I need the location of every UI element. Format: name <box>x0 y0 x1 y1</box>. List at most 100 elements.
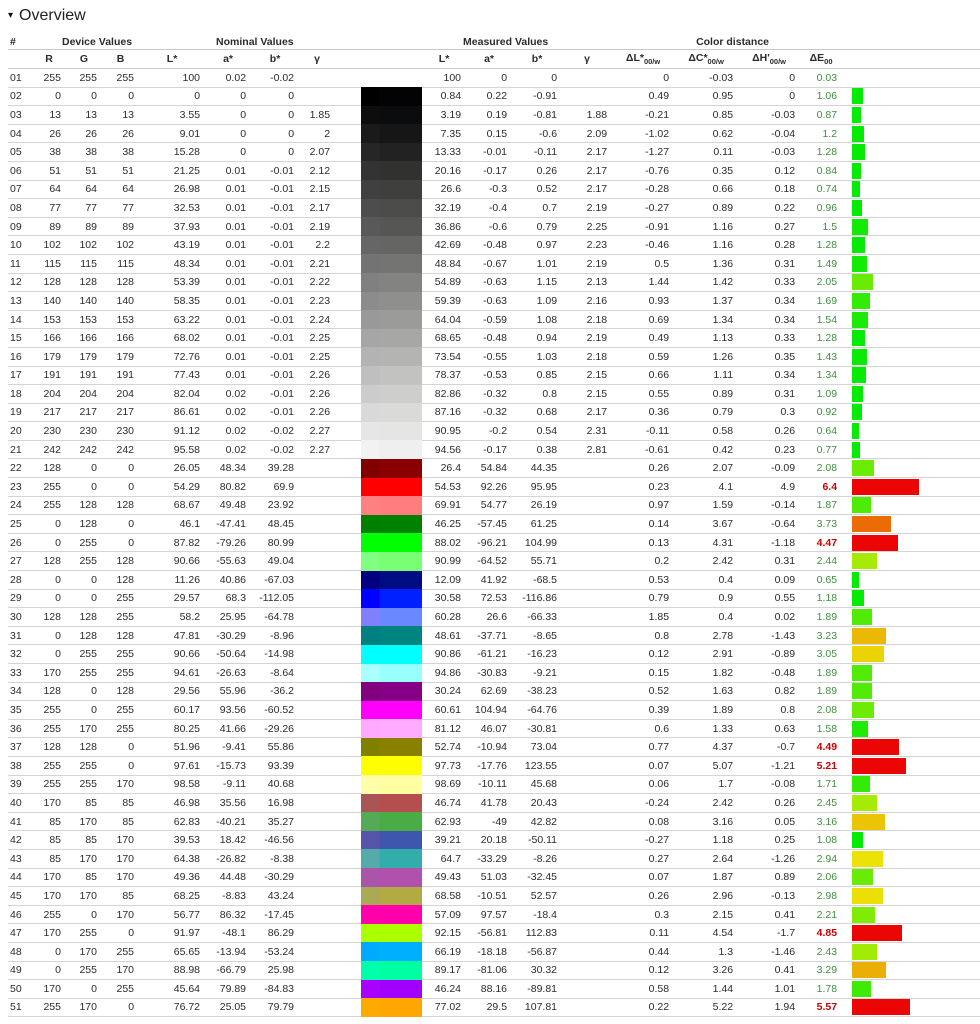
cell-measured-gamma <box>562 756 613 776</box>
cell-device-b: 179 <box>102 347 140 367</box>
header-swatch-blank <box>361 49 423 69</box>
cell-device-b: 128 <box>102 273 140 293</box>
cell-nominal-gamma: 2.12 <box>299 161 336 181</box>
delta-e-bar-cell <box>842 849 980 869</box>
cell-nominal-astar: 0.02 <box>205 440 252 460</box>
cell-measured-gamma <box>562 570 613 590</box>
cell-measured-gamma <box>562 998 613 1018</box>
cell-nominal-bstar: -64.78 <box>251 607 300 627</box>
header-b: B <box>102 49 140 69</box>
color-swatch <box>361 198 423 218</box>
cell-measured-bstar: -0.81 <box>512 105 563 125</box>
cell-device-g: 170 <box>66 998 102 1018</box>
cell-measured-lstar: 39.21 <box>422 830 467 850</box>
cell-device-r: 230 <box>32 421 66 441</box>
cell-nominal-lstar: 46.98 <box>139 793 206 813</box>
cell-spacer <box>335 812 362 832</box>
cell-delta-l: 0 <box>612 68 675 88</box>
cell-delta-c: 0.89 <box>674 384 739 404</box>
cell-delta-e00: 2.94 <box>800 849 843 869</box>
cell-delta-l: -0.24 <box>612 793 675 813</box>
cell-device-g: 191 <box>66 366 102 386</box>
cell-index: 11 <box>8 254 32 274</box>
cell-measured-lstar: 26.6 <box>422 180 467 200</box>
cell-measured-astar: -64.52 <box>466 551 513 572</box>
cell-nominal-astar: -47.41 <box>205 514 252 534</box>
cell-device-g: 77 <box>66 198 102 218</box>
delta-e-bar-cell <box>842 644 980 664</box>
table-row: 19 217 217 217 86.61 0.02 -0.01 2.26 87.16 -0.32 0… <box>8 403 980 423</box>
cell-measured-astar: 20.18 <box>466 830 513 850</box>
cell-nominal-gamma <box>299 68 336 88</box>
cell-spacer <box>335 719 362 739</box>
cell-device-r: 128 <box>32 551 66 572</box>
delta-e-bar-cell <box>842 161 980 181</box>
table-row: 20 230 230 230 91.12 0.02 -0.02 2.27 90.95 -0.2 0.… <box>8 421 980 441</box>
cell-delta-h: -0.03 <box>738 105 801 125</box>
cell-device-b: 102 <box>102 235 140 255</box>
cell-index: 07 <box>8 180 32 200</box>
delta-e-bar-cell <box>842 868 980 888</box>
color-swatch <box>361 961 423 980</box>
cell-measured-lstar: 68.58 <box>422 886 467 906</box>
cell-delta-c: 0.42 <box>674 440 739 460</box>
color-swatch <box>361 403 423 422</box>
cell-delta-e00: 2.08 <box>800 458 843 479</box>
delta-e-bar <box>852 943 878 960</box>
cell-device-g: 204 <box>66 384 102 404</box>
cell-measured-astar: -0.4 <box>466 198 513 218</box>
cell-nominal-lstar: 43.19 <box>139 235 206 255</box>
cell-delta-e00: 2.08 <box>800 700 843 720</box>
cell-delta-l: 0.27 <box>612 849 675 869</box>
cell-nominal-astar: 0.02 <box>205 403 252 423</box>
cell-spacer <box>335 589 362 609</box>
cell-nominal-astar: 0.02 <box>205 421 252 441</box>
color-swatch <box>361 105 423 125</box>
cell-measured-gamma: 2.18 <box>562 347 613 367</box>
delta-e-bar <box>852 813 886 830</box>
cell-device-r: 89 <box>32 217 66 237</box>
cell-delta-h: 0.26 <box>738 793 801 813</box>
cell-measured-lstar: 20.16 <box>422 161 467 181</box>
delta-e-bar <box>852 516 892 533</box>
delta-e-bar <box>852 962 887 979</box>
cell-device-g: 38 <box>66 142 102 162</box>
cell-measured-lstar: 92.15 <box>422 923 467 943</box>
delta-e-bar-cell <box>842 366 980 386</box>
overview-section-toggle[interactable]: ▾ Overview <box>8 4 980 34</box>
delta-e-bar <box>852 292 871 309</box>
cell-device-g: 51 <box>66 161 102 181</box>
cell-nominal-bstar: 93.39 <box>251 756 300 776</box>
cell-delta-l: 0.12 <box>612 961 675 981</box>
delta-e-bar-cell <box>842 589 980 609</box>
cell-delta-c: 1.89 <box>674 700 739 720</box>
table-row: 02 0 0 0 0 0 0 0.84 0.22 -0.91 0.49 0.95 0 1.06 <box>8 87 980 107</box>
cell-measured-astar: 92.26 <box>466 477 513 497</box>
cell-measured-astar: -33.29 <box>466 849 513 869</box>
table-row: 13 140 140 140 58.35 0.01 -0.01 2.23 59.39 -0.63 1… <box>8 291 980 311</box>
cell-device-g: 170 <box>66 812 102 832</box>
cell-measured-lstar: 0.84 <box>422 87 467 107</box>
color-swatch <box>361 719 423 738</box>
cell-device-b: 242 <box>102 440 140 460</box>
cell-measured-astar: -81.06 <box>466 961 513 981</box>
cell-delta-c: 0.85 <box>674 105 739 125</box>
cell-delta-c: 1.63 <box>674 682 739 702</box>
cell-nominal-gamma: 2.27 <box>299 440 336 460</box>
cell-device-r: 85 <box>32 812 66 832</box>
cell-index: 40 <box>8 793 32 813</box>
cell-nominal-astar: 55.96 <box>205 682 252 702</box>
cell-delta-c: 0.4 <box>674 607 739 627</box>
cell-delta-h: 0.22 <box>738 198 801 218</box>
cell-nominal-bstar: -84.83 <box>251 979 300 999</box>
cell-nominal-bstar: -0.01 <box>251 310 300 330</box>
cell-delta-e00: 1.78 <box>800 979 843 999</box>
cell-delta-h: 0.12 <box>738 161 801 181</box>
cell-index: 19 <box>8 403 32 423</box>
cell-measured-lstar: 54.89 <box>422 273 467 293</box>
table-row: 12 128 128 128 53.39 0.01 -0.01 2.22 54.89 -0.63 1… <box>8 273 980 293</box>
cell-nominal-bstar: 69.9 <box>251 477 300 497</box>
header-nominal-gamma: γ <box>299 49 336 69</box>
cell-delta-c: 1.36 <box>674 254 739 274</box>
delta-e-bar-cell <box>842 979 980 999</box>
